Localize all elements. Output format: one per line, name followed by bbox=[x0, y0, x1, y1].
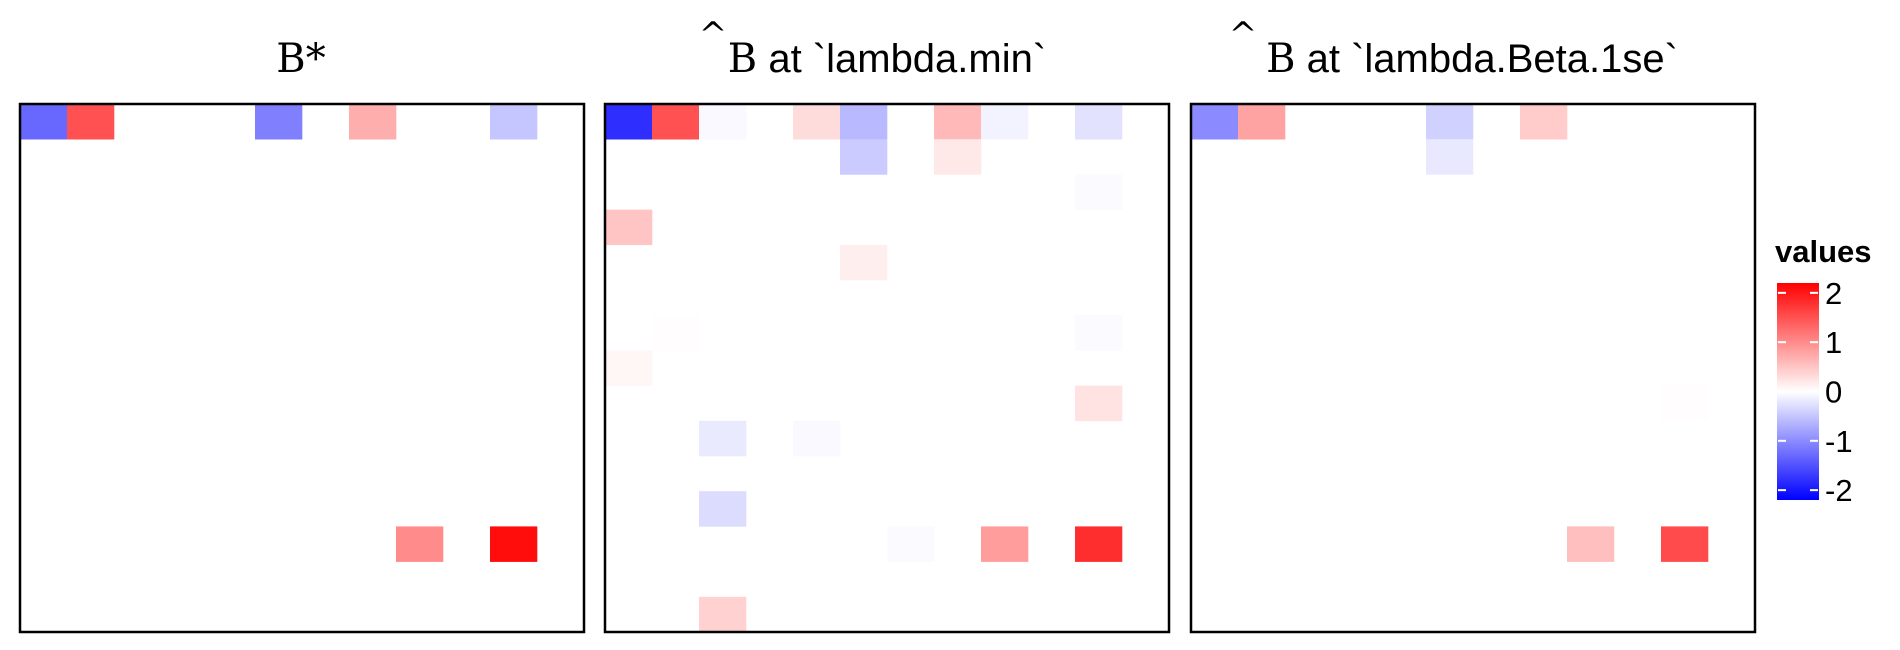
heatmap-cell bbox=[887, 526, 935, 562]
panel-3-border bbox=[1189, 102, 1757, 634]
heatmap-cell bbox=[699, 596, 747, 633]
heatmap-cell bbox=[1661, 385, 1709, 422]
heatmap-cell bbox=[1075, 104, 1123, 140]
heatmap-cell bbox=[490, 104, 538, 140]
heatmap-cell bbox=[20, 104, 68, 140]
heatmap-cell bbox=[1075, 385, 1123, 422]
heatmap-cell bbox=[1075, 526, 1123, 562]
legend-title: values bbox=[1775, 234, 1872, 269]
panel-1-border bbox=[18, 102, 586, 634]
legend-ticks: 2 1 0 -1 -2 bbox=[1778, 276, 1853, 508]
panel-b-hat-lambda-beta-1se: B at `lambda.Beta.1se` ^ bbox=[1189, 15, 1757, 634]
legend-tick-label: -2 bbox=[1825, 473, 1853, 508]
heatmap-cell bbox=[1567, 526, 1615, 562]
heatmap-cell bbox=[1661, 526, 1709, 562]
legend-tick-label: -1 bbox=[1825, 424, 1853, 459]
panel-title-3-hat: ^ bbox=[1229, 15, 1258, 55]
panel-title-3: B at `lambda.Beta.1se` bbox=[1266, 36, 1678, 82]
heatmap-cell bbox=[396, 526, 444, 562]
panel-title-2-hat: ^ bbox=[699, 15, 728, 55]
heatmap-cell bbox=[605, 209, 653, 246]
heatmap-cell bbox=[981, 526, 1029, 562]
panel-2-cells bbox=[605, 104, 1123, 633]
heatmap-cell bbox=[652, 315, 700, 351]
heatmap-cell bbox=[1238, 104, 1286, 140]
heatmap-cell bbox=[605, 350, 653, 386]
panel-b-hat-lambda-min: B at `lambda.min` ^ bbox=[603, 15, 1171, 634]
heatmap-cell bbox=[699, 491, 747, 527]
color-legend: values 2 1 0 -1 -2 bbox=[1775, 234, 1872, 508]
heatmap-cell bbox=[934, 139, 982, 175]
panel-title-2: B at `lambda.min` bbox=[728, 36, 1046, 82]
legend-tick-label: 2 bbox=[1825, 276, 1842, 311]
panel-2-border bbox=[603, 102, 1171, 634]
panel-b-star: B* bbox=[18, 36, 586, 634]
panel-title-3-symbol: B bbox=[1266, 36, 1295, 82]
heatmap-cell bbox=[1075, 174, 1123, 210]
heatmap-cell bbox=[652, 104, 700, 140]
heatmap-cell bbox=[490, 526, 538, 562]
panel-title-2-symbol: B bbox=[728, 36, 757, 82]
heatmap-cell bbox=[981, 104, 1029, 140]
heatmap-cell bbox=[1520, 104, 1568, 140]
panel-title-3-suffix: at `lambda.Beta.1se` bbox=[1295, 37, 1677, 81]
panel-title-1-symbol: B* bbox=[276, 36, 325, 82]
heatmap-cell bbox=[840, 244, 888, 281]
heatmap-cell bbox=[934, 104, 982, 140]
heatmap-cell bbox=[793, 420, 841, 457]
heatmap-cell bbox=[67, 104, 115, 140]
heatmap-cell bbox=[699, 420, 747, 457]
heatmap-cell bbox=[255, 104, 303, 140]
legend-tick-label: 0 bbox=[1825, 375, 1842, 410]
panel-title-2-suffix: at `lambda.min` bbox=[757, 37, 1046, 81]
heatmap-cell bbox=[1191, 104, 1239, 140]
heatmap-cell bbox=[840, 104, 888, 140]
panel-1-cells bbox=[20, 104, 538, 562]
heatmap-cell bbox=[793, 104, 841, 140]
heatmap-cell bbox=[1075, 315, 1123, 351]
heatmap-cell bbox=[840, 139, 888, 175]
heatmap-cell bbox=[1426, 104, 1474, 140]
heatmap-cell bbox=[1426, 139, 1474, 175]
panel-title-1: B* bbox=[276, 36, 325, 82]
legend-tick-label: 1 bbox=[1825, 325, 1842, 360]
heatmap-cell bbox=[699, 104, 747, 140]
heatmap-cell bbox=[605, 104, 653, 140]
panel-3-cells bbox=[1191, 104, 1709, 562]
heatmap-cell bbox=[349, 104, 397, 140]
